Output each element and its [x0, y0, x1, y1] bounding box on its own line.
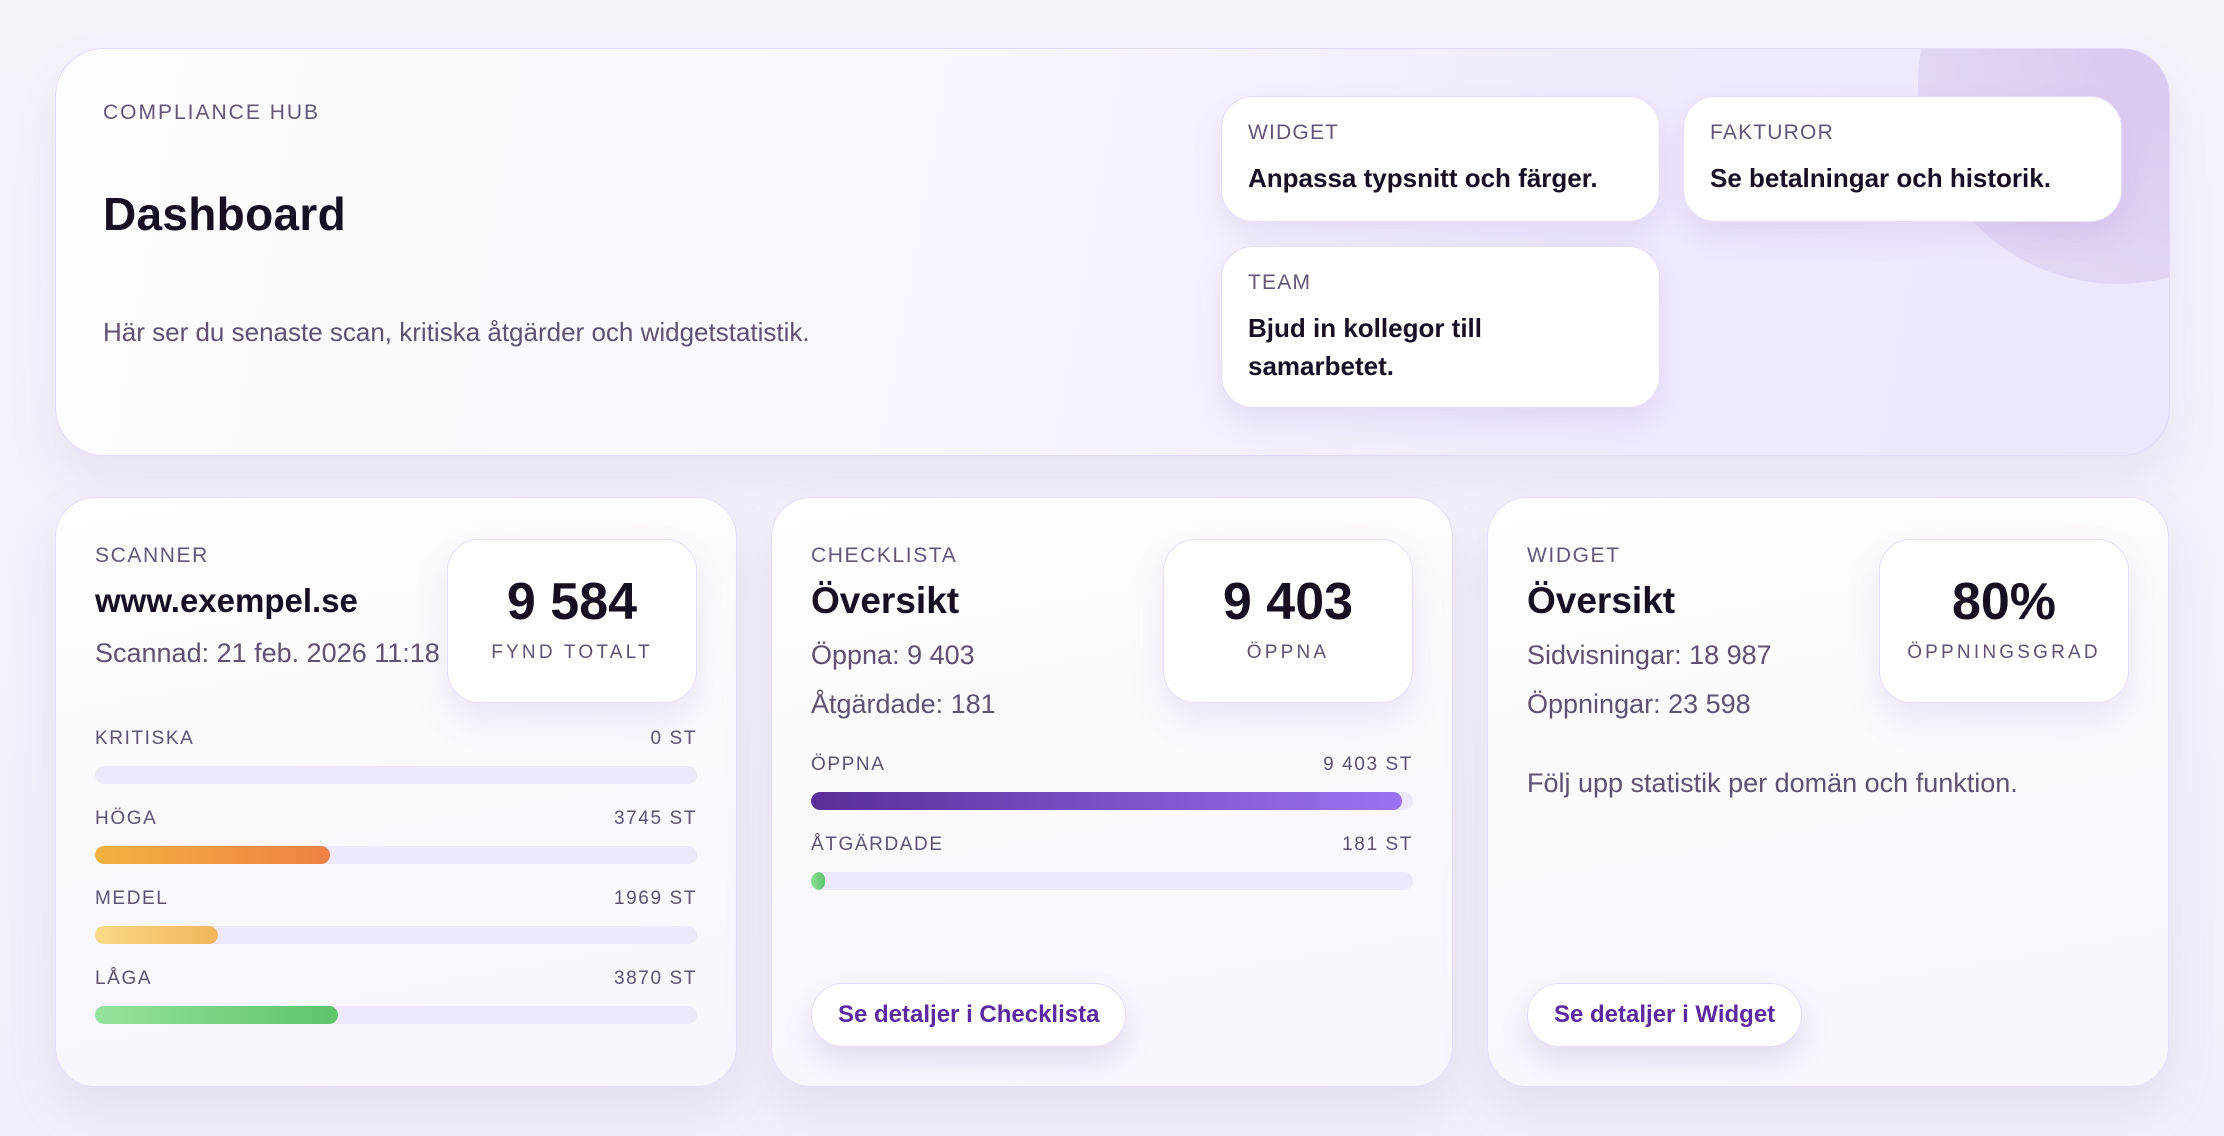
checklist-row-fixed: ÅTGÄRDADE 181 ST	[811, 834, 1413, 890]
progress-fill	[95, 926, 219, 944]
progress-fill	[811, 872, 825, 890]
progress-track	[95, 926, 697, 944]
severity-row-laga: LÅGA 3870 ST	[95, 968, 697, 1024]
shortcut-label: TEAM	[1248, 271, 1312, 294]
card-eyebrow: SCANNER	[95, 544, 209, 567]
scanner-card: SCANNER www.exempel.se Scannad: 21 feb. …	[55, 497, 737, 1087]
opens-line: Öppningar: 23 598	[1527, 689, 1751, 719]
pageviews-line: Sidvisningar: 18 987	[1527, 640, 1772, 670]
card-eyebrow: WIDGET	[1527, 544, 1621, 567]
shortcut-label: FAKTUROR	[1710, 121, 1834, 144]
app-eyebrow: COMPLIANCE HUB	[103, 101, 321, 124]
stat-label: FYND TOTALT	[491, 642, 653, 663]
severity-row-hoga: HÖGA 3745 ST	[95, 808, 697, 864]
card-title: Översikt	[811, 580, 960, 621]
shortcut-card-widget[interactable]: WIDGET Anpassa typsnitt och färger.	[1221, 96, 1660, 222]
bar-count: 9 403 ST	[1323, 754, 1413, 775]
stat-value: 9 584	[506, 573, 638, 631]
stat-label: ÖPPNA	[1246, 642, 1330, 663]
progress-fill	[811, 792, 1402, 810]
bar-label: HÖGA	[95, 808, 158, 829]
card-eyebrow: CHECKLISTA	[811, 544, 958, 567]
progress-track	[95, 766, 697, 784]
card-title: Översikt	[1527, 580, 1676, 621]
open-rate-stat: 80% ÖPPNINGSGRAD	[1879, 539, 2129, 703]
bar-label: KRITISKA	[95, 728, 195, 749]
shortcut-text: Anpassa typsnitt och färger.	[1248, 163, 1598, 193]
severity-row-medel: MEDEL 1969 ST	[95, 888, 697, 944]
shortcut-card-fakturor[interactable]: FAKTUROR Se betalningar och historik.	[1683, 96, 2122, 222]
bar-label: ÖPPNA	[811, 754, 886, 775]
open-stat: 9 403 ÖPPNA	[1163, 539, 1413, 703]
page-title: Dashboard	[103, 188, 346, 240]
bar-count: 3870 ST	[613, 968, 697, 989]
stat-label: ÖPPNINGSGRAD	[1907, 642, 2101, 663]
bar-count: 1969 ST	[613, 888, 697, 909]
progress-fill	[95, 1006, 339, 1024]
checklist-card: CHECKLISTA Översikt Öppna: 9 403 Åtgärda…	[771, 497, 1453, 1087]
checklist-row-open: ÖPPNA 9 403 ST	[811, 754, 1413, 810]
bar-count: 181 ST	[1342, 834, 1413, 855]
progress-track	[811, 872, 1413, 890]
total-findings-stat: 9 584 FYND TOTALT	[447, 539, 697, 703]
progress-fill	[95, 846, 331, 864]
stat-value: 9 403	[1222, 573, 1354, 631]
widget-note: Följ upp statistik per domän och funktio…	[1527, 768, 2018, 798]
progress-track	[811, 792, 1413, 810]
shortcut-text: Bjud in kollegor till samarbetet.	[1248, 313, 1482, 381]
widget-card: WIDGET Översikt Sidvisningar: 18 987 Öpp…	[1487, 497, 2169, 1087]
widget-details-button[interactable]: Se detaljer i Widget	[1527, 983, 1803, 1047]
shortcut-text: Se betalningar och historik.	[1710, 163, 2051, 193]
progress-track	[95, 846, 697, 864]
progress-track	[95, 1006, 697, 1024]
bar-label: LÅGA	[95, 968, 153, 989]
bar-count: 3745 ST	[613, 808, 697, 829]
page-subtitle: Här ser du senaste scan, kritiska åtgärd…	[103, 317, 810, 347]
severity-row-kritiska: KRITISKA 0 ST	[95, 728, 697, 784]
bar-label: MEDEL	[95, 888, 169, 909]
scanned-domain: www.exempel.se	[95, 582, 358, 619]
scanned-timestamp: Scannad: 21 feb. 2026 11:18	[95, 638, 440, 668]
shortcut-label: WIDGET	[1248, 121, 1340, 144]
checklist-details-button[interactable]: Se detaljer i Checklista	[811, 983, 1127, 1047]
bar-label: ÅTGÄRDADE	[811, 834, 944, 855]
fixed-count-line: Åtgärdade: 181	[811, 689, 996, 719]
stat-value: 80%	[1951, 573, 2057, 631]
open-count-line: Öppna: 9 403	[811, 640, 975, 670]
bar-count: 0 ST	[650, 728, 697, 749]
shortcut-card-team[interactable]: TEAM Bjud in kollegor till samarbetet.	[1221, 246, 1660, 408]
